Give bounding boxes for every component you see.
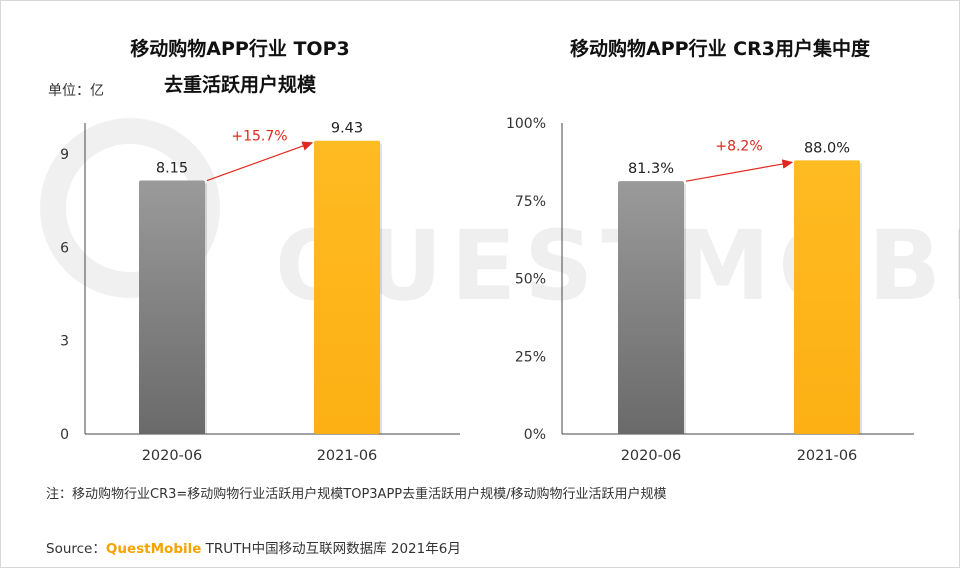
x-tick-label: 2020-06: [621, 448, 682, 464]
bar-2020-06: [139, 180, 205, 434]
growth-arrow: [206, 141, 314, 182]
y-tick-label: 100%: [506, 116, 546, 132]
bar-value-label: 8.15: [156, 161, 188, 177]
x-tick-label: 2020-06: [142, 448, 203, 464]
footnote: 注：移动购物行业CR3=移动购物行业活跃用户规模TOP3APP去重活跃用户规模/…: [46, 487, 667, 502]
unit-label: 单位：亿: [48, 83, 104, 99]
y-tick-label: 0: [60, 427, 69, 443]
bar-2021-06: [794, 160, 860, 434]
y-tick-label: 75%: [515, 194, 546, 210]
bar-value-label: 9.43: [331, 121, 363, 137]
bar-2021-06: [314, 140, 380, 435]
y-tick-label: 25%: [515, 349, 546, 365]
x-tick-label: 2021-06: [317, 448, 378, 464]
y-tick-label: 3: [60, 334, 69, 350]
source-text: TRUTH中国移动互联网数据库 2021年6月: [201, 541, 461, 557]
growth-label: +15.7%: [231, 129, 287, 145]
chart1-title-line2: 去重活跃用户规模: [163, 74, 316, 96]
x-tick-label: 2021-06: [797, 448, 858, 464]
source-prefix: Source：: [46, 541, 106, 557]
bar-value-label: 81.3%: [628, 161, 674, 177]
y-tick-label: 9: [60, 147, 69, 163]
y-tick-label: 50%: [515, 272, 546, 288]
y-tick-label: 6: [60, 240, 69, 256]
growth-arrow: [685, 159, 794, 182]
y-tick-label: 0%: [524, 427, 546, 443]
chart2-title: 移动购物APP行业 CR3用户集中度: [570, 38, 870, 60]
bar-2020-06: [618, 181, 684, 434]
chart1-title-line1: 移动购物APP行业 TOP3: [130, 38, 350, 60]
growth-label: +8.2%: [715, 138, 762, 154]
bar-value-label: 88.0%: [804, 140, 850, 156]
source-line: Source：QuestMobile TRUTH中国移动互联网数据库 2021年…: [46, 537, 461, 557]
source-brand: QuestMobile: [105, 541, 202, 557]
